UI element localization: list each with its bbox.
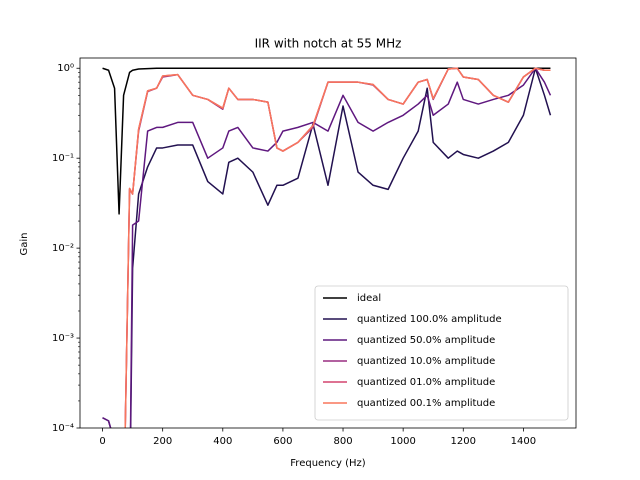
y-tick-label: 10⁰ bbox=[57, 63, 74, 74]
legend-label: quantized 10.0% amplitude bbox=[357, 356, 495, 367]
legend-label: quantized 01.0% amplitude bbox=[357, 377, 495, 388]
legend-box bbox=[314, 285, 569, 421]
plot-lines bbox=[102, 67, 552, 428]
series-line bbox=[102, 67, 551, 215]
legend-label: quantized 50.0% amplitude bbox=[357, 335, 495, 346]
x-tick-label: 1400 bbox=[511, 436, 536, 447]
series-line bbox=[102, 67, 552, 428]
y-tick-label: 10⁻¹ bbox=[52, 153, 74, 164]
x-tick-label: 1200 bbox=[451, 436, 476, 447]
y-tick-label: 10⁻³ bbox=[52, 333, 74, 344]
series-line bbox=[102, 67, 552, 428]
x-tick-label: 0 bbox=[99, 436, 105, 447]
y-axis-label: Gain bbox=[19, 233, 30, 256]
x-tick-label: 1000 bbox=[390, 436, 415, 447]
y-tick-label: 10⁻⁴ bbox=[52, 423, 74, 434]
x-axis-label: Frequency (Hz) bbox=[290, 458, 366, 469]
x-tick-label: 600 bbox=[273, 436, 292, 447]
legend-label: ideal bbox=[357, 293, 381, 304]
legend-label: quantized 100.0% amplitude bbox=[357, 314, 502, 325]
series-line bbox=[124, 67, 551, 428]
y-tick-label: 10⁻² bbox=[52, 243, 74, 254]
chart-title: IIR with notch at 55 MHz bbox=[255, 37, 402, 51]
x-tick-label: 800 bbox=[333, 436, 352, 447]
x-tick-label: 400 bbox=[213, 436, 232, 447]
x-tick-label: 200 bbox=[153, 436, 172, 447]
legend-label: quantized 00.1% amplitude bbox=[357, 398, 495, 409]
plot-frame bbox=[79, 57, 577, 429]
